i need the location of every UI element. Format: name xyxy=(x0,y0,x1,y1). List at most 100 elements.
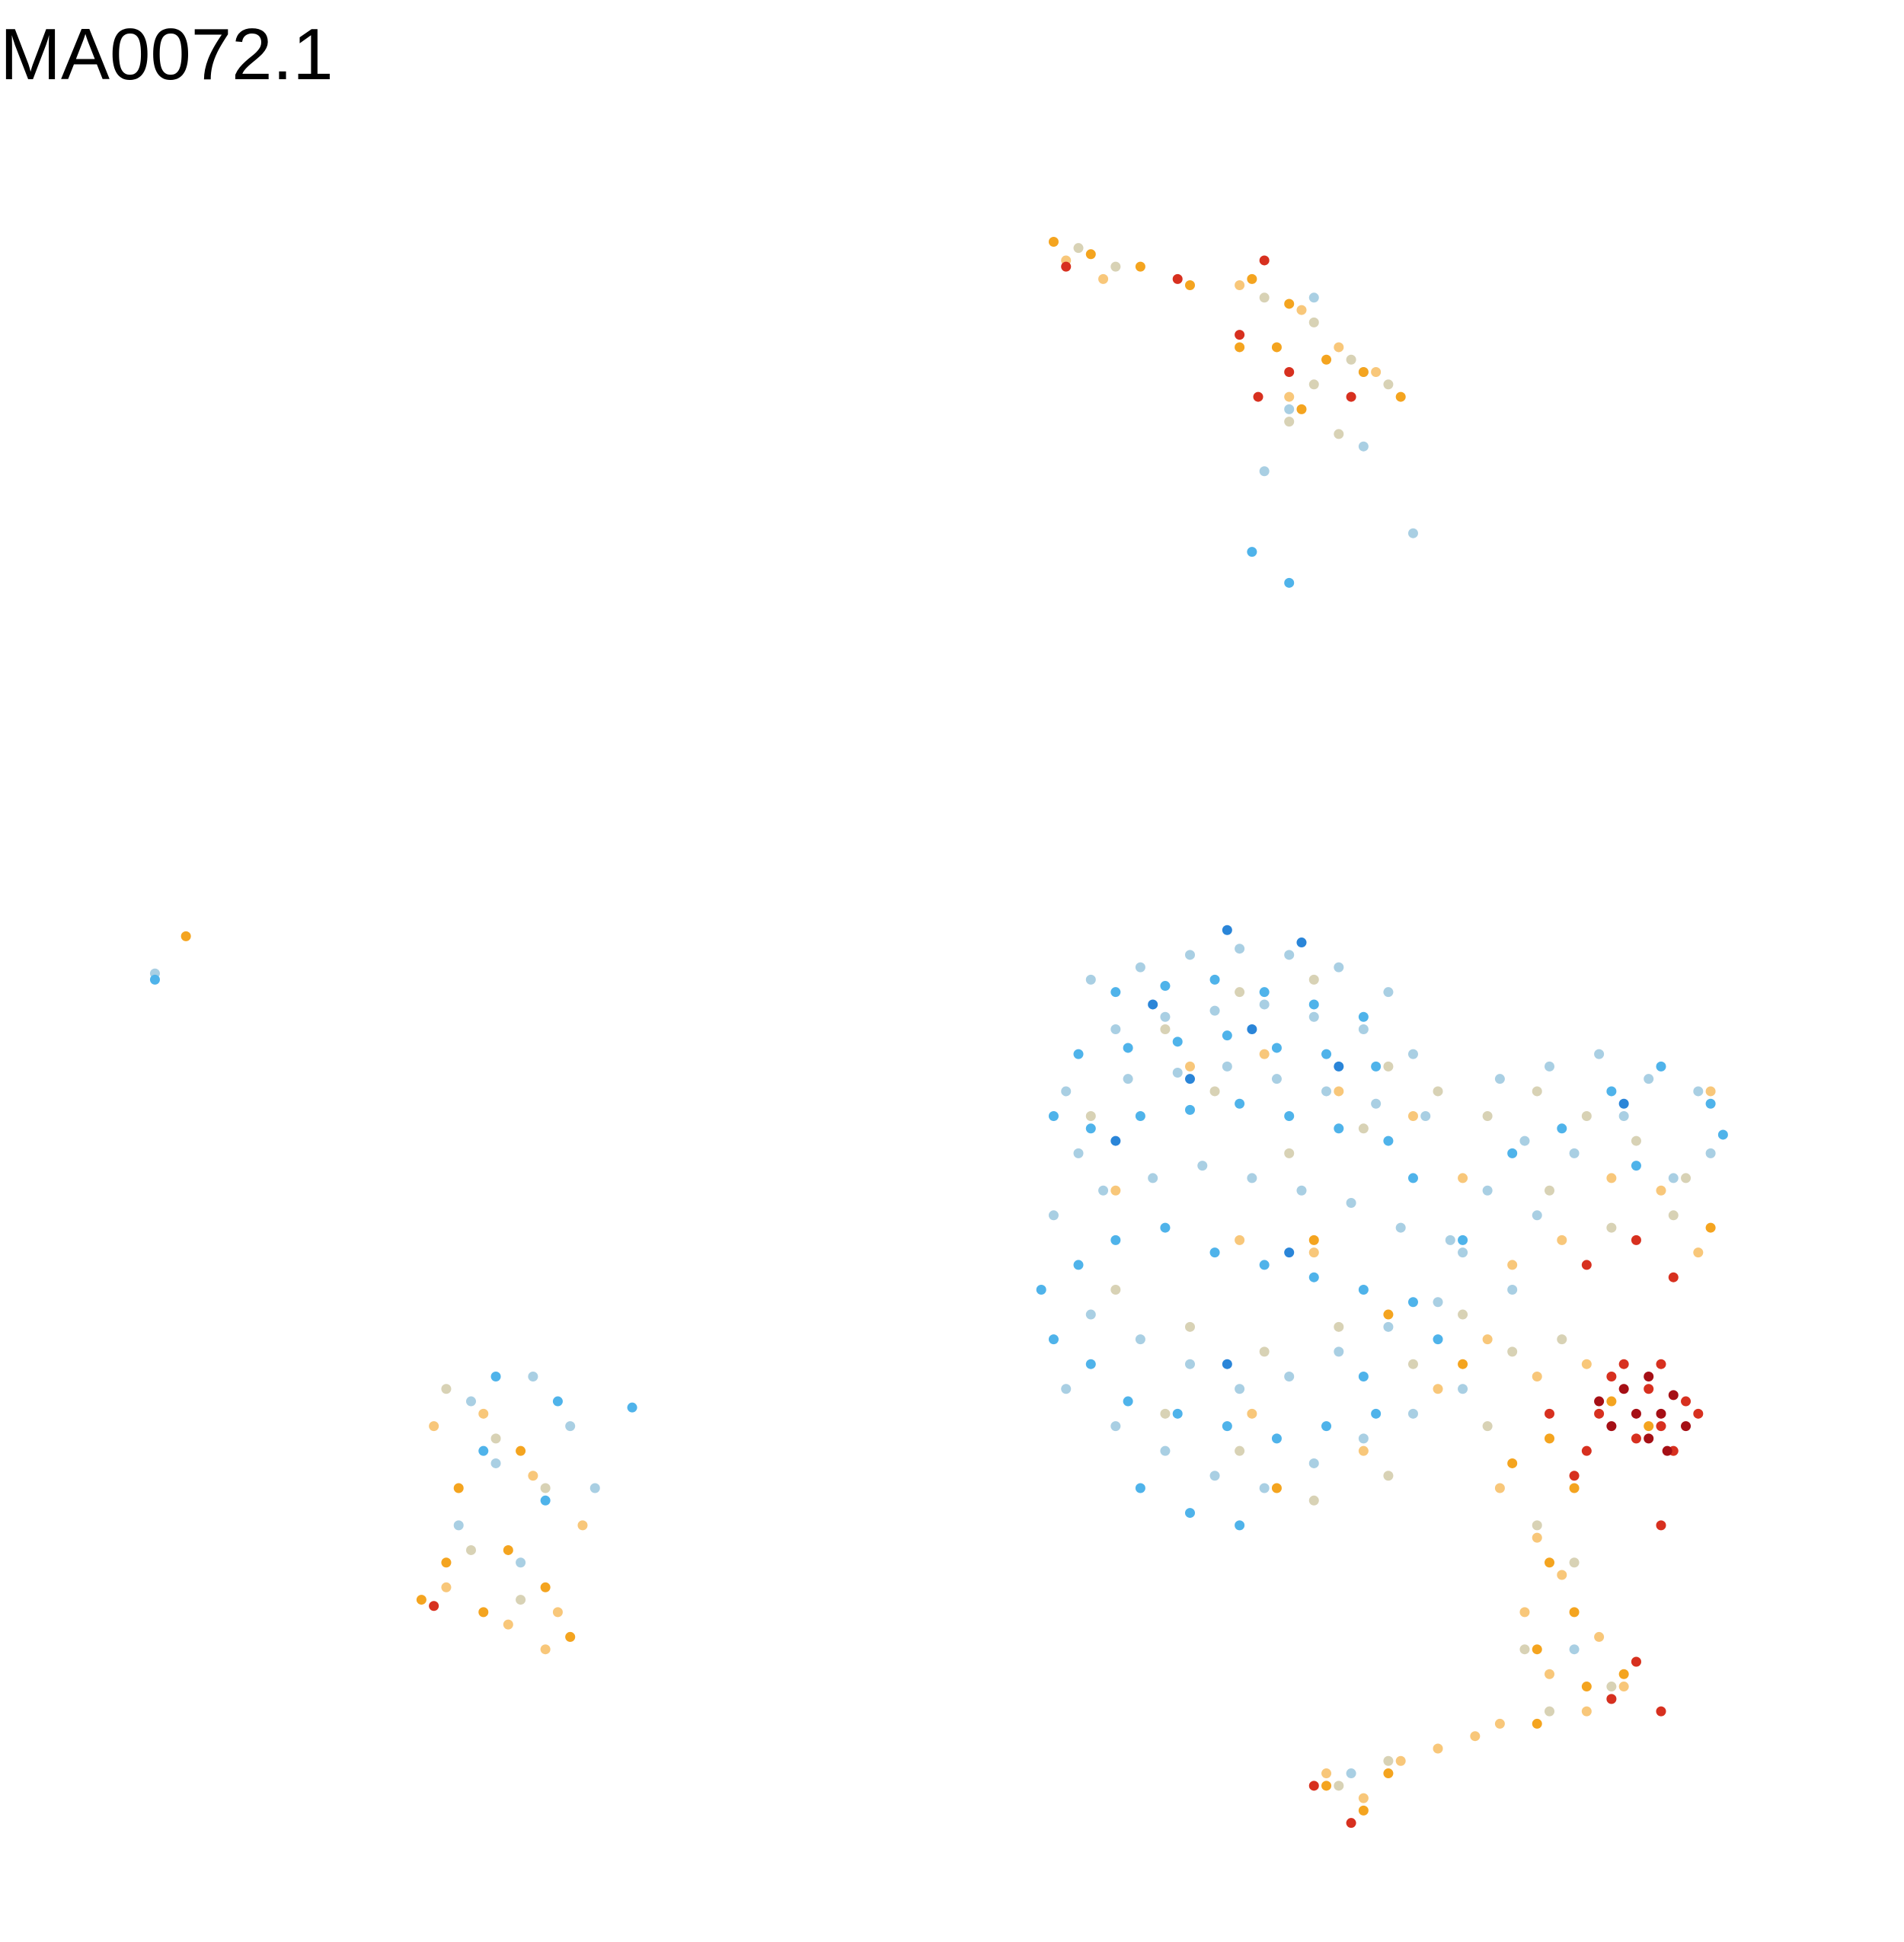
point xyxy=(1160,981,1171,992)
point xyxy=(1222,1030,1232,1041)
point xyxy=(1557,1235,1567,1245)
point xyxy=(1557,1123,1567,1134)
point xyxy=(516,1595,526,1605)
point xyxy=(1185,1061,1195,1072)
point xyxy=(1407,1111,1418,1122)
point xyxy=(1235,280,1245,291)
point xyxy=(565,1421,576,1432)
point xyxy=(1482,1111,1493,1122)
point xyxy=(1259,1049,1270,1059)
point xyxy=(1073,1260,1084,1270)
point xyxy=(1061,1086,1072,1097)
point xyxy=(1656,1061,1666,1072)
point xyxy=(1209,1247,1220,1258)
point xyxy=(1235,987,1245,998)
point xyxy=(1334,1781,1344,1791)
point xyxy=(1494,1074,1505,1084)
point xyxy=(1308,974,1319,985)
point xyxy=(1048,237,1059,248)
point xyxy=(1334,962,1344,973)
point xyxy=(1308,1247,1319,1258)
point xyxy=(1631,1135,1641,1146)
point xyxy=(1334,429,1344,439)
point xyxy=(1358,1433,1369,1444)
point xyxy=(1458,1247,1468,1258)
point xyxy=(1271,342,1282,353)
point xyxy=(540,1582,551,1592)
point xyxy=(1383,1321,1394,1332)
point xyxy=(1458,1359,1468,1369)
point xyxy=(1271,1043,1282,1053)
point xyxy=(1135,1334,1145,1345)
point xyxy=(1433,1334,1443,1345)
point xyxy=(1296,305,1307,315)
point xyxy=(1618,1111,1629,1122)
point xyxy=(1346,1198,1356,1209)
point xyxy=(1507,1346,1518,1357)
point xyxy=(1358,367,1369,378)
point xyxy=(1594,1396,1605,1407)
point xyxy=(1284,404,1295,414)
point xyxy=(1618,1682,1629,1692)
point xyxy=(1247,1024,1257,1035)
point xyxy=(1519,1644,1530,1655)
point xyxy=(1185,950,1195,960)
point xyxy=(1259,466,1270,477)
point xyxy=(503,1619,513,1630)
point xyxy=(1222,925,1232,935)
point xyxy=(1110,1024,1121,1035)
point xyxy=(1110,1284,1121,1295)
point xyxy=(1662,1445,1672,1456)
point xyxy=(1334,1123,1344,1134)
point xyxy=(1110,1235,1121,1245)
point xyxy=(1308,1011,1319,1022)
point xyxy=(1470,1731,1481,1742)
point xyxy=(1284,417,1295,427)
point xyxy=(1656,1520,1666,1531)
point xyxy=(1135,1111,1145,1122)
point xyxy=(1172,273,1183,284)
point xyxy=(1172,1068,1183,1078)
point xyxy=(1507,1458,1518,1468)
point xyxy=(1705,1098,1716,1109)
point xyxy=(1606,1173,1617,1183)
point xyxy=(1209,1471,1220,1481)
point xyxy=(1284,1148,1295,1158)
point xyxy=(1581,1682,1592,1692)
point xyxy=(1569,1644,1580,1655)
point xyxy=(1668,1173,1679,1183)
point xyxy=(1545,1557,1555,1568)
point xyxy=(1407,1297,1418,1308)
point xyxy=(1259,255,1270,266)
point xyxy=(1284,577,1295,588)
point xyxy=(1668,1390,1679,1401)
point xyxy=(1148,999,1158,1010)
point xyxy=(1160,1024,1171,1035)
point xyxy=(1507,1260,1518,1270)
point xyxy=(1458,1235,1468,1245)
point xyxy=(1271,1483,1282,1493)
point xyxy=(1185,280,1195,291)
point xyxy=(1407,1173,1418,1183)
point xyxy=(1458,1173,1468,1183)
point xyxy=(1482,1334,1493,1345)
point xyxy=(1681,1396,1692,1407)
point xyxy=(1235,330,1245,340)
point xyxy=(1346,1818,1356,1829)
point xyxy=(1321,1049,1332,1059)
point xyxy=(1110,987,1121,998)
point xyxy=(1594,1408,1605,1419)
point xyxy=(1581,1445,1592,1456)
point xyxy=(1581,1359,1592,1369)
point xyxy=(1618,1359,1629,1369)
point xyxy=(1606,1421,1617,1432)
point xyxy=(1358,1011,1369,1022)
point xyxy=(465,1544,476,1555)
point xyxy=(1123,1043,1133,1053)
point xyxy=(1545,1408,1555,1419)
point xyxy=(1420,1111,1431,1122)
point xyxy=(478,1445,489,1456)
point xyxy=(1085,1359,1096,1369)
point xyxy=(1259,1260,1270,1270)
